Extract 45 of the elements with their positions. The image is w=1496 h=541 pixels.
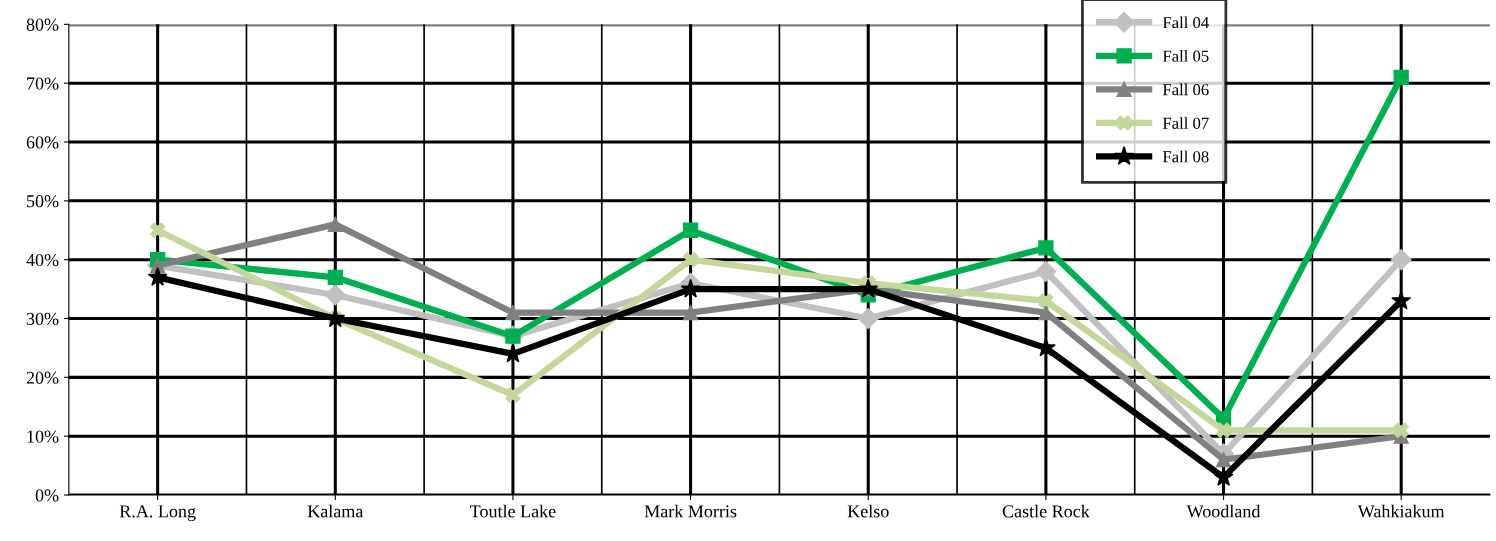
y-tick-label: 10% [27,430,59,443]
point [1391,290,1412,310]
x-tick-label: Mark Morris [644,504,737,518]
x-tick-label: Kelso [847,504,889,518]
point [1393,422,1409,438]
x-tick-label: R.A. Long [119,505,196,522]
y-tick-label: 50% [27,195,59,208]
point [680,278,701,298]
legend-label: Fall 05 [1162,50,1209,62]
x-tick-label: Castle Rock [1002,504,1090,518]
point [150,222,166,238]
y-tick-label: 20% [26,371,59,384]
point [1038,240,1054,256]
point [505,387,521,403]
point [147,266,168,286]
point [857,307,879,330]
x-tick-label: Toutle Lake [470,504,556,518]
point [682,222,699,238]
y-tick-label: 80% [26,18,59,31]
legend-label: Fall 07 [1162,117,1209,129]
point [1035,260,1057,282]
y-tick-label: 70% [27,77,59,90]
x-tick-label: Woodland [1186,504,1261,518]
y-tick-label: 0% [35,489,59,502]
point [327,216,343,233]
x-tick-label: Wahkiakum [1357,504,1445,518]
point [682,252,699,268]
y-tick-label: 40% [26,253,59,267]
point [327,269,343,285]
y-tick-label: 30% [26,312,59,326]
point [505,304,521,321]
legend-label: Fall 06 [1162,83,1209,96]
point [1213,466,1234,486]
y-tick-label: 60% [26,136,59,149]
point [1390,249,1412,271]
point [503,343,523,363]
point [1215,422,1232,438]
point [324,284,346,306]
point [1038,293,1054,309]
legend-label: Fall 08 [1162,150,1209,163]
legend-label: Fall 04 [1162,16,1209,29]
x-tick-label: Kalama [307,504,364,518]
point [682,304,699,321]
point [1215,452,1232,468]
point [1393,69,1409,85]
